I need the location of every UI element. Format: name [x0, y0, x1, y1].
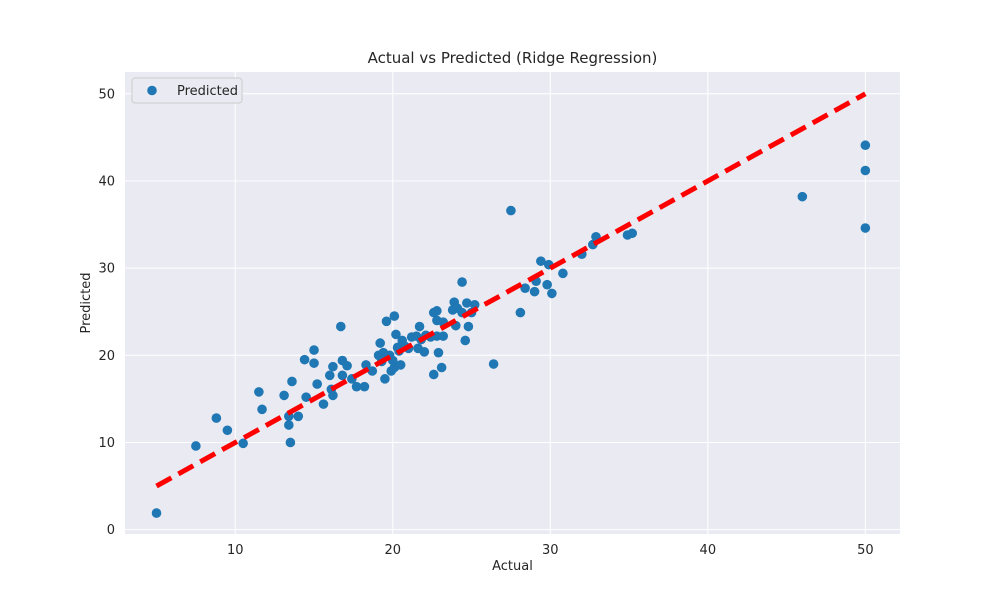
data-point	[860, 165, 871, 176]
tick-labels: 10 20 30 40 50 0 10 20 30 40 50	[98, 87, 873, 558]
data-point	[460, 335, 471, 346]
data-point	[432, 306, 442, 316]
data-point	[367, 366, 378, 376]
data-point	[395, 360, 406, 370]
data-point	[380, 374, 390, 384]
data-point	[438, 331, 448, 341]
y-tick-label: 20	[98, 349, 115, 364]
data-point	[375, 338, 385, 348]
data-point	[463, 321, 474, 332]
data-point	[151, 508, 162, 518]
x-tick-label: 50	[857, 543, 874, 558]
data-point	[414, 321, 425, 332]
data-point	[351, 381, 362, 392]
data-point	[419, 347, 430, 357]
data-point	[381, 316, 392, 327]
x-axis-label: Actual	[492, 559, 533, 574]
data-point	[433, 347, 444, 358]
legend-marker	[147, 85, 157, 96]
x-tick-label: 20	[385, 543, 402, 558]
data-point	[391, 329, 401, 340]
data-point	[389, 311, 400, 321]
data-point	[285, 437, 296, 448]
data-point	[309, 358, 319, 368]
data-point	[457, 277, 467, 287]
x-tick-label: 40	[700, 543, 717, 558]
data-point	[254, 387, 264, 397]
data-point	[627, 228, 638, 239]
data-point	[257, 404, 267, 415]
reference-line	[155, 91, 867, 489]
data-point	[428, 369, 439, 380]
data-point	[328, 361, 338, 372]
legend: Predicted	[131, 77, 243, 104]
data-point	[797, 191, 808, 202]
y-tick-label: 50	[98, 87, 115, 102]
data-point	[860, 223, 871, 233]
data-point	[529, 286, 540, 297]
data-point	[462, 298, 472, 308]
data-point	[279, 390, 289, 401]
x-tick-label: 30	[542, 543, 559, 558]
data-point	[359, 381, 370, 392]
data-point	[222, 425, 233, 436]
data-point	[469, 299, 480, 310]
data-point	[515, 307, 526, 318]
chart-title: Actual vs Predicted (Ridge Regression)	[368, 49, 658, 67]
data-point	[309, 345, 319, 355]
plot-area	[125, 72, 900, 534]
y-tick-label: 10	[98, 436, 115, 451]
y-tick-label: 30	[98, 262, 115, 277]
y-axis-label: Predicted	[79, 272, 94, 333]
data-point	[287, 376, 297, 387]
data-point	[211, 413, 222, 423]
data-point	[301, 392, 311, 402]
y-tick-label: 0	[107, 523, 115, 538]
data-point	[337, 370, 348, 381]
data-point	[542, 279, 552, 290]
data-point	[547, 288, 557, 299]
data-point	[506, 205, 516, 216]
data-point	[284, 420, 294, 430]
data-point	[558, 268, 568, 279]
data-point	[436, 362, 447, 373]
data-point	[318, 399, 329, 409]
data-point	[293, 411, 304, 422]
y-tick-label: 40	[98, 174, 115, 189]
data-point	[342, 360, 352, 371]
data-point	[299, 354, 310, 365]
x-tick-label: 10	[227, 543, 244, 558]
data-point	[324, 370, 335, 381]
data-point	[536, 256, 546, 266]
data-point	[238, 438, 248, 449]
data-point	[336, 321, 346, 332]
legend-label: Predicted	[177, 84, 238, 99]
data-point	[312, 379, 322, 389]
data-point	[520, 283, 530, 293]
legend-box	[131, 77, 243, 104]
data-point	[328, 390, 338, 401]
data-point	[191, 441, 201, 451]
data-point	[860, 140, 871, 151]
data-point	[361, 360, 371, 370]
data-point	[488, 359, 499, 369]
